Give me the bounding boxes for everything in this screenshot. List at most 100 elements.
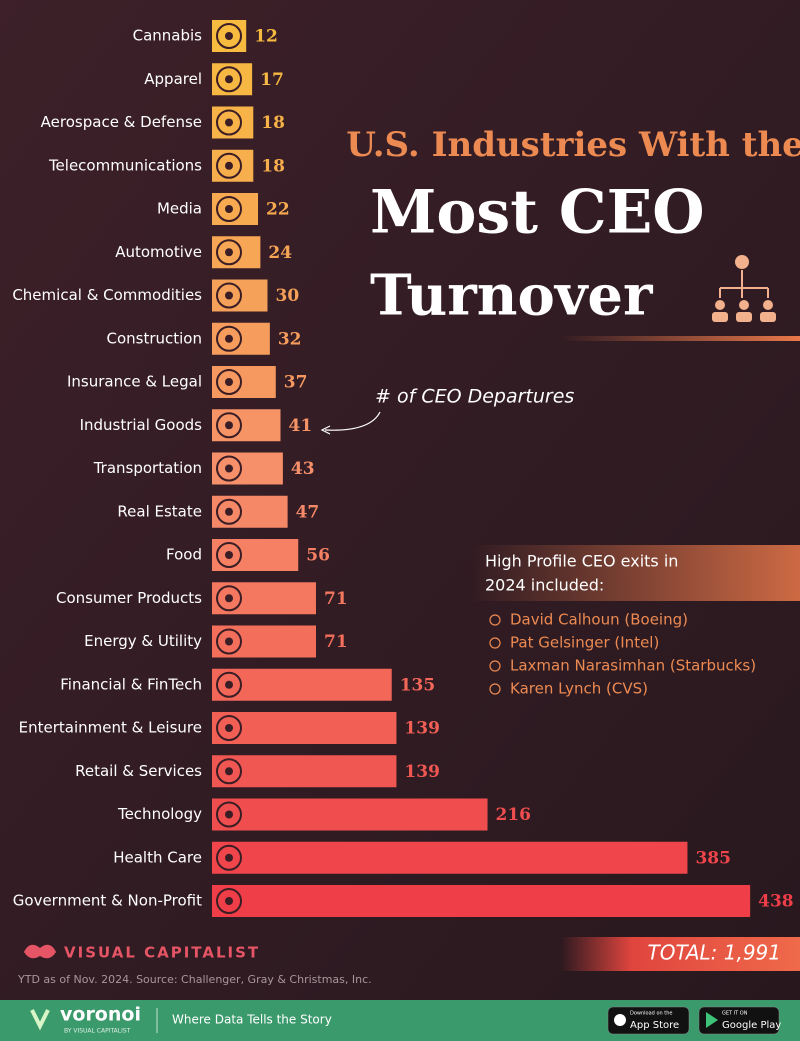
value-label: 139 [404,719,440,739]
category-label: Entertainment & Leisure [19,719,202,737]
category-label: Government & Non-Profit [13,892,202,910]
app-store-button[interactable] [607,1006,690,1035]
value-label: 22 [266,200,290,220]
bar [212,885,751,917]
bar-icon [216,801,242,828]
bar-icon [216,109,242,136]
annotation-arrowhead [320,425,331,435]
google-play-button[interactable] [698,1006,780,1035]
value-label: 216 [496,805,532,825]
note-icon [489,637,501,649]
category-label: Industrial Goods [80,416,203,434]
value-label: 56 [306,546,330,566]
category-label: Energy & Utility [84,632,202,650]
value-label: 24 [268,243,292,263]
bar-icon-dot [225,421,233,430]
total-band [560,937,800,971]
footer-tagline: Where Data Tells the Story [172,1013,332,1027]
bar-icon-dot [225,205,233,213]
category-label: Retail & Services [75,762,202,780]
bar [212,755,397,788]
bar-icon [216,542,242,568]
notes-band [470,545,800,601]
bar [212,409,281,442]
bar-icon [216,671,242,698]
bar-icon [216,412,242,439]
note-icon [489,683,501,695]
bar-icon-dot [225,118,233,127]
value-label: 17 [260,70,284,90]
bar-icon [216,844,242,871]
value-label: 12 [254,27,278,47]
bar [212,841,688,874]
category-label: Real Estate [117,502,202,520]
note-item: David Calhoun (Boeing) [510,611,688,629]
notes-list: David Calhoun (Boeing) Pat Gelsinger (Int… [489,611,756,698]
bar-icon-dot [225,75,233,84]
note-item: Karen Lynch (CVS) [510,680,648,698]
bar-icon [216,239,242,266]
note-item: Pat Gelsinger (Intel) [510,634,659,652]
category-label: Financial & FinTech [60,675,202,693]
bar-icon-dot [225,637,233,646]
category-label: Transportation [93,459,202,477]
bar-icon-dot [225,853,233,862]
category-label: Consumer Products [56,589,202,607]
category-label: Media [157,200,202,218]
bar-icon [216,585,242,612]
app-store-label: App Store [630,1020,679,1031]
bar-icon [216,628,242,655]
apple-icon [614,1014,626,1026]
value-label: 135 [400,675,436,695]
bar-icon-dot [225,767,233,776]
note-icon [489,660,501,672]
bar-icon-dot [225,680,233,689]
bar-icon [216,196,242,222]
value-label: 43 [291,459,315,479]
hierarchy-icon [712,255,776,322]
title-line: Most CEO [370,178,705,248]
bar-icon-dot [225,594,233,603]
category-label: Insurance & Legal [67,373,202,391]
value-label: 18 [261,113,285,133]
note-icon [489,614,501,626]
bar-icon [216,152,242,179]
annotation: # of CEO Departures [375,386,574,408]
bar-icon-dot [225,161,233,170]
bar-group: Cannabis 12 Apparel 17 Aerospace & Defense 18… [12,20,794,917]
title-underline [560,336,800,341]
value-label: 47 [296,502,320,522]
brand-logo [24,944,56,959]
bar-icon-dot [225,551,233,559]
category-label: Food [166,546,202,564]
value-label: 385 [695,848,731,868]
bar-icon-dot [225,378,233,386]
bar-icon [216,455,242,482]
bar-icon [216,758,242,785]
total: TOTAL: 1,991 [647,941,781,965]
bar-icon-dot [225,507,233,516]
bar-icon-dot [225,724,233,732]
notes-heading: 2024 included: [485,576,604,595]
category-label: Automotive [115,243,202,261]
value-label: 32 [278,329,302,349]
value-label: 30 [275,286,299,306]
category-label: Chemical & Commodities [12,286,202,304]
voronoi-icon [30,1009,50,1031]
notes-heading: High Profile CEO exits in [485,552,678,571]
category-label: Apparel [144,70,202,88]
category-label: Construction [106,329,202,347]
bar-icon [216,325,242,352]
source: YTD as of Nov. 2024. Source: Challenger,… [17,973,372,986]
bar [212,366,276,398]
value-label: 438 [758,892,794,912]
category-label: Aerospace & Defense [41,113,202,131]
title-line: Turnover [370,263,654,329]
value-label: 71 [324,632,348,652]
bar-icon [216,715,242,741]
bar [212,798,488,831]
bar [212,279,268,312]
bar-icon [216,282,242,309]
background [0,0,800,1000]
bar-icon [216,888,242,914]
